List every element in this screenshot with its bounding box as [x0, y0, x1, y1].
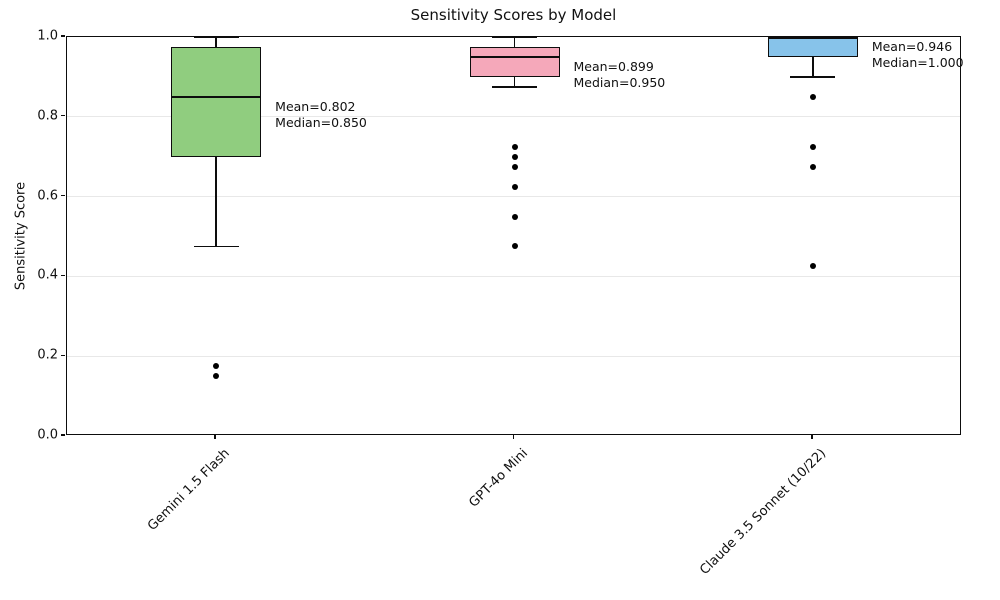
y-tick-label: 1.0 — [37, 28, 58, 44]
chart-title: Sensitivity Scores by Model — [410, 6, 617, 24]
stats-annotation: Mean=0.802 Median=0.850 — [275, 98, 367, 130]
outlier-point — [511, 213, 518, 220]
y-tick-mark — [61, 115, 65, 117]
whisker-upper — [215, 37, 217, 47]
x-tick-mark — [214, 435, 216, 439]
outlier-point — [511, 243, 518, 250]
y-tick-mark — [61, 35, 65, 37]
median-line — [469, 55, 560, 58]
median-line — [767, 37, 858, 39]
outlier-point — [809, 163, 816, 170]
median-line — [171, 95, 262, 98]
outlier-point — [809, 263, 816, 270]
outlier-point — [511, 183, 518, 190]
y-tick-label: 0.8 — [37, 108, 58, 124]
y-tick-mark — [61, 194, 65, 197]
stats-annotation: Mean=0.946 Median=1.000 — [871, 39, 964, 70]
whisker-upper — [513, 37, 516, 47]
outlier-point — [511, 153, 518, 160]
y-tick-label: 0.4 — [37, 267, 58, 283]
y-tick-mark — [61, 354, 65, 356]
whisker-lower — [513, 76, 516, 87]
whisker-cap-lower — [492, 86, 537, 88]
boxplot-box — [171, 46, 262, 157]
outlier-point — [511, 143, 518, 150]
plot-area — [66, 36, 961, 435]
outlier-point — [809, 143, 816, 150]
y-tick-mark — [61, 434, 65, 436]
y-tick-mark — [61, 274, 65, 277]
gridline — [67, 116, 960, 118]
outlier-point — [511, 163, 518, 170]
gridline — [67, 275, 960, 277]
whisker-cap-lower — [193, 245, 239, 248]
outlier-point — [213, 373, 220, 380]
outlier-point — [213, 363, 220, 370]
x-tick-mark — [811, 435, 813, 439]
whisker-cap-upper — [492, 36, 537, 38]
gridline — [67, 355, 960, 357]
boxplot-box — [469, 46, 560, 77]
outlier-point — [809, 93, 816, 100]
y-tick-label: 0.6 — [37, 188, 58, 204]
whisker-cap-upper — [193, 36, 239, 38]
x-tick-label: Claude 3.5 Sonnet (10/22) — [697, 446, 830, 578]
x-tick-mark — [512, 435, 515, 439]
x-tick-label: Gemini 1.5 Flash — [144, 446, 233, 534]
whisker-lower — [812, 56, 814, 77]
gridline — [67, 196, 960, 198]
y-tick-label: 0.2 — [37, 347, 58, 363]
y-tick-label: 0.0 — [37, 427, 58, 443]
whisker-cap-lower — [790, 76, 836, 78]
x-tick-label: GPT-4o Mini — [466, 446, 532, 511]
whisker-lower — [215, 156, 217, 247]
boxplot-box — [767, 37, 858, 57]
stats-annotation: Mean=0.899 Median=0.950 — [573, 58, 666, 90]
